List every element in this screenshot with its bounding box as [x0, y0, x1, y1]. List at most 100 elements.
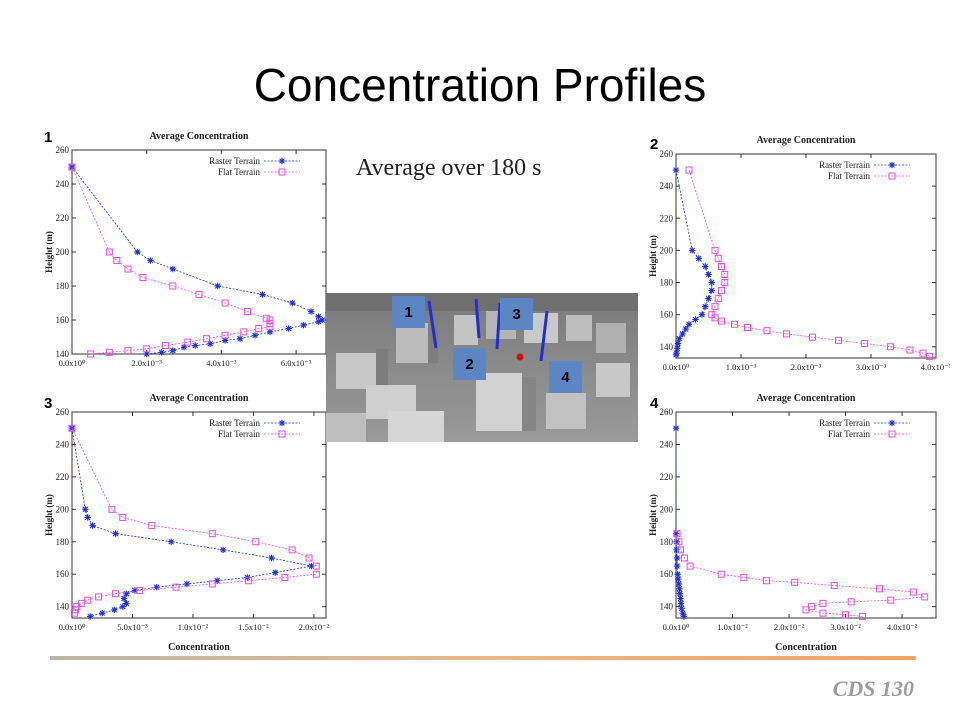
- legend-label: Raster Terrain: [819, 418, 870, 428]
- legend-marker: [278, 419, 286, 427]
- x-tick-label: 2.0x10⁻²: [774, 622, 805, 632]
- data-point-raster: [695, 255, 702, 262]
- legend-marker: [888, 430, 896, 438]
- data-point-flat: [68, 163, 76, 171]
- data-point-flat: [721, 279, 729, 287]
- data-point-flat: [791, 578, 799, 586]
- data-point-flat: [262, 314, 270, 322]
- y-tick-label: 200: [660, 504, 674, 514]
- data-point-flat: [112, 590, 120, 598]
- legend-marker: [888, 419, 896, 427]
- legend-label: Raster Terrain: [209, 418, 260, 428]
- data-point-flat: [744, 323, 751, 331]
- data-point-raster: [708, 287, 715, 294]
- y-tick-label: 180: [660, 278, 674, 288]
- y-tick-label: 260: [56, 407, 70, 417]
- x-tick-label: 1.0x10⁻²: [178, 622, 209, 632]
- x-tick-label: 4.0x10⁻³: [206, 358, 237, 368]
- data-point-flat: [208, 580, 216, 588]
- probe-line-1: [427, 300, 438, 349]
- data-point-raster: [672, 425, 680, 432]
- data-point-raster: [680, 613, 688, 620]
- page-title: Concentration Profiles: [253, 59, 707, 111]
- scene-label-4: 4: [549, 361, 582, 393]
- data-point-flat: [721, 270, 729, 278]
- data-point-flat: [714, 254, 722, 262]
- data-point-flat: [245, 577, 253, 585]
- data-point-flat: [202, 335, 210, 343]
- data-point-flat: [84, 596, 92, 604]
- data-point-flat: [312, 570, 320, 578]
- data-point-raster: [158, 349, 165, 356]
- y-tick-label: 160: [660, 310, 674, 320]
- data-point-flat: [819, 599, 827, 607]
- x-tick-label: 1.0x10⁻²: [717, 622, 748, 632]
- data-point-raster: [685, 321, 693, 328]
- data-point-flat: [859, 612, 867, 620]
- y-tick-label: 240: [660, 439, 674, 449]
- data-point-flat: [148, 522, 156, 530]
- y-tick-label: 180: [660, 537, 674, 547]
- legend-marker: [888, 172, 896, 180]
- data-point-raster: [219, 546, 227, 554]
- data-point-raster: [702, 303, 709, 310]
- data-point-flat: [718, 317, 725, 325]
- data-point-raster: [169, 347, 177, 354]
- data-point-raster: [677, 595, 684, 602]
- data-point-flat: [240, 328, 248, 336]
- plot-frame: [675, 411, 937, 619]
- data-point-flat: [677, 546, 685, 554]
- panel-number-2: 2: [650, 136, 659, 153]
- x-tick-label: 3.0x10⁻³: [856, 362, 887, 372]
- y-tick-label: 160: [56, 315, 70, 325]
- y-axis-label: Height (m): [648, 235, 658, 277]
- y-tick-label: 220: [660, 472, 674, 482]
- data-point-raster: [674, 340, 682, 347]
- y-tick-label: 260: [660, 149, 674, 159]
- data-point-flat: [685, 166, 693, 174]
- data-point-flat: [926, 352, 933, 360]
- data-point-raster: [698, 311, 706, 318]
- y-axis-label: Height (m): [44, 494, 54, 536]
- concentration-chart-1: Average Concentration 140 160 180 200 220 240 2…: [44, 131, 327, 368]
- data-point-raster: [120, 595, 128, 602]
- x-tick-label: 2.0x10⁻³: [131, 358, 162, 368]
- scene-label-3: 3: [500, 298, 533, 330]
- data-point-flat: [711, 303, 719, 311]
- data-point-raster: [674, 571, 681, 578]
- data-point-flat: [809, 333, 816, 341]
- data-point-flat: [847, 598, 855, 606]
- data-point-flat: [255, 325, 263, 332]
- data-point-raster: [119, 603, 126, 610]
- data-point-raster: [167, 538, 175, 545]
- y-tick-label: 200: [56, 504, 70, 514]
- x-tick-label: 1.0x10⁻³: [726, 362, 757, 372]
- legend-label: Flat Terrain: [828, 429, 870, 439]
- data-point-raster: [675, 575, 682, 583]
- data-point-flat: [124, 265, 132, 273]
- data-point-flat: [139, 274, 147, 281]
- x-tick-label: 4.0x10⁻³: [921, 362, 950, 372]
- data-point-flat: [830, 582, 838, 590]
- chart-title: Average Concentration: [150, 393, 249, 404]
- data-point-raster: [672, 166, 680, 174]
- data-point-raster: [111, 606, 118, 614]
- subtitle: Average over 180 s: [356, 155, 542, 181]
- x-tick-label: 2.0x10⁻²: [299, 622, 330, 632]
- data-point-raster: [673, 546, 680, 554]
- data-point-raster: [259, 291, 266, 298]
- chart-title: Average Concentration: [757, 135, 856, 146]
- y-tick-label: 240: [56, 439, 70, 449]
- x-tick-label: 6.0x10⁻³: [281, 358, 312, 368]
- plot-frame: [71, 149, 327, 355]
- data-point-raster: [672, 351, 680, 358]
- data-point-raster: [673, 562, 681, 570]
- y-tick-label: 200: [660, 245, 674, 255]
- data-point-raster: [123, 590, 130, 597]
- data-point-flat: [714, 295, 722, 303]
- data-point-flat: [762, 577, 770, 585]
- chart-title: Average Concentration: [757, 393, 856, 404]
- series-line-flat: [688, 169, 930, 357]
- footer-divider: [50, 656, 916, 660]
- data-point-raster: [676, 585, 683, 593]
